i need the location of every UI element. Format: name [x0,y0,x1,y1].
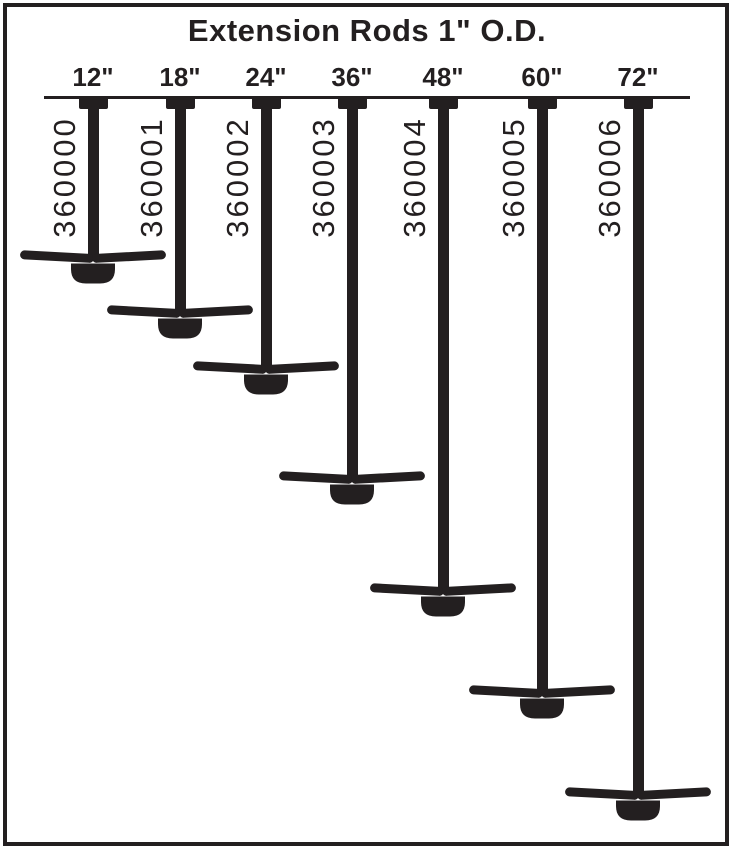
rod-length-label: 48" [422,62,464,92]
part-number-label: 360002 [220,116,255,238]
extension-rod [87,98,99,260]
fan-silhouette [193,360,339,394]
part-number-label: 360006 [592,116,627,238]
rod-length-label: 12" [72,62,114,92]
fan-blade-right [636,786,711,800]
extension-rod [437,98,449,593]
fan-blade-right [178,304,253,318]
fan-motor-housing [244,374,288,394]
fan-silhouette [565,786,711,820]
fan-motor-housing [616,800,660,820]
fan-blade-left [279,470,354,484]
rod-length-label: 72" [617,62,659,92]
extension-rod [174,98,186,315]
fan-blade-right [441,582,516,596]
rod-length-label: 18" [159,62,201,92]
diagram-border [3,3,729,846]
ceiling-fan-icon [191,352,341,398]
fan-blade-right [91,249,166,263]
ceiling-fan-icon [105,296,255,342]
fan-blade-left [469,684,544,698]
ceiling-fan-icon [277,462,427,508]
part-number-label: 360005 [496,116,531,238]
ceiling-fan-icon [467,676,617,722]
ceiling-fan-icon [563,778,713,824]
fan-blade-left [193,360,268,374]
fan-motor-housing [71,263,115,283]
rod-length-label: 24" [245,62,287,92]
fan-silhouette [107,304,253,338]
fan-blade-right [350,470,425,484]
fan-silhouette [279,470,425,504]
extension-rod [632,98,644,797]
diagram-title: Extension Rods 1" O.D. [187,13,547,48]
part-number-label: 360004 [397,116,432,238]
fan-motor-housing [421,596,465,616]
fan-silhouette [469,684,615,718]
fan-silhouette [20,249,166,283]
rod-length-label: 60" [521,62,563,92]
rod-length-label: 36" [331,62,373,92]
ceiling-fan-icon [18,241,168,287]
fan-motor-housing [158,318,202,338]
extension-rod [346,98,358,481]
ceiling-line [44,96,690,99]
fan-blade-left [107,304,182,318]
part-number-label: 360003 [306,116,341,238]
fan-blade-left [565,786,640,800]
fan-silhouette [370,582,516,616]
fan-blade-right [264,360,339,374]
fan-blade-left [20,249,95,263]
part-number-label: 360000 [47,116,82,238]
fan-blade-left [370,582,445,596]
fan-motor-housing [330,484,374,504]
part-number-label: 360001 [134,116,169,238]
extension-rod [260,98,272,371]
ceiling-fan-icon [368,574,518,620]
fan-blade-right [540,684,615,698]
fan-motor-housing [520,698,564,718]
extension-rod [536,98,548,695]
